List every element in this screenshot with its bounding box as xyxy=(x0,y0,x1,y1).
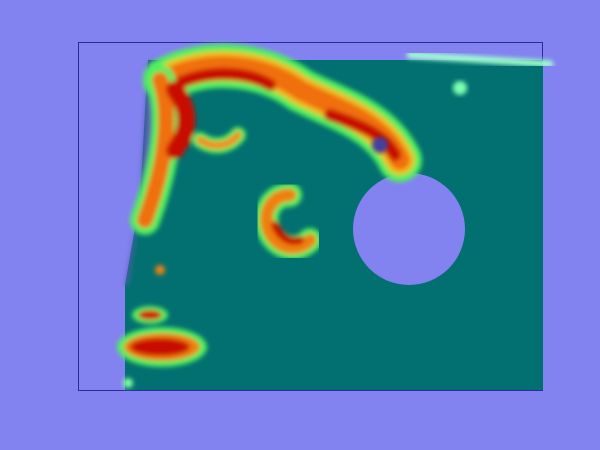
heat-layer xyxy=(166,81,196,159)
heat-layer xyxy=(138,310,162,320)
heat-layer xyxy=(137,72,175,228)
cold-spot xyxy=(372,137,388,153)
streak xyxy=(406,51,554,68)
heat-layer xyxy=(130,338,190,356)
heat-layer xyxy=(123,378,133,388)
heat-layer xyxy=(260,188,317,254)
hole xyxy=(353,173,465,285)
heat-layer xyxy=(155,265,165,275)
heat-arc xyxy=(130,44,422,235)
heat-layer xyxy=(196,131,242,150)
heat-blob xyxy=(254,183,322,260)
spot xyxy=(453,81,467,95)
heat-layer xyxy=(169,67,401,161)
heat-blob xyxy=(117,265,207,388)
heat-layer xyxy=(271,221,304,245)
